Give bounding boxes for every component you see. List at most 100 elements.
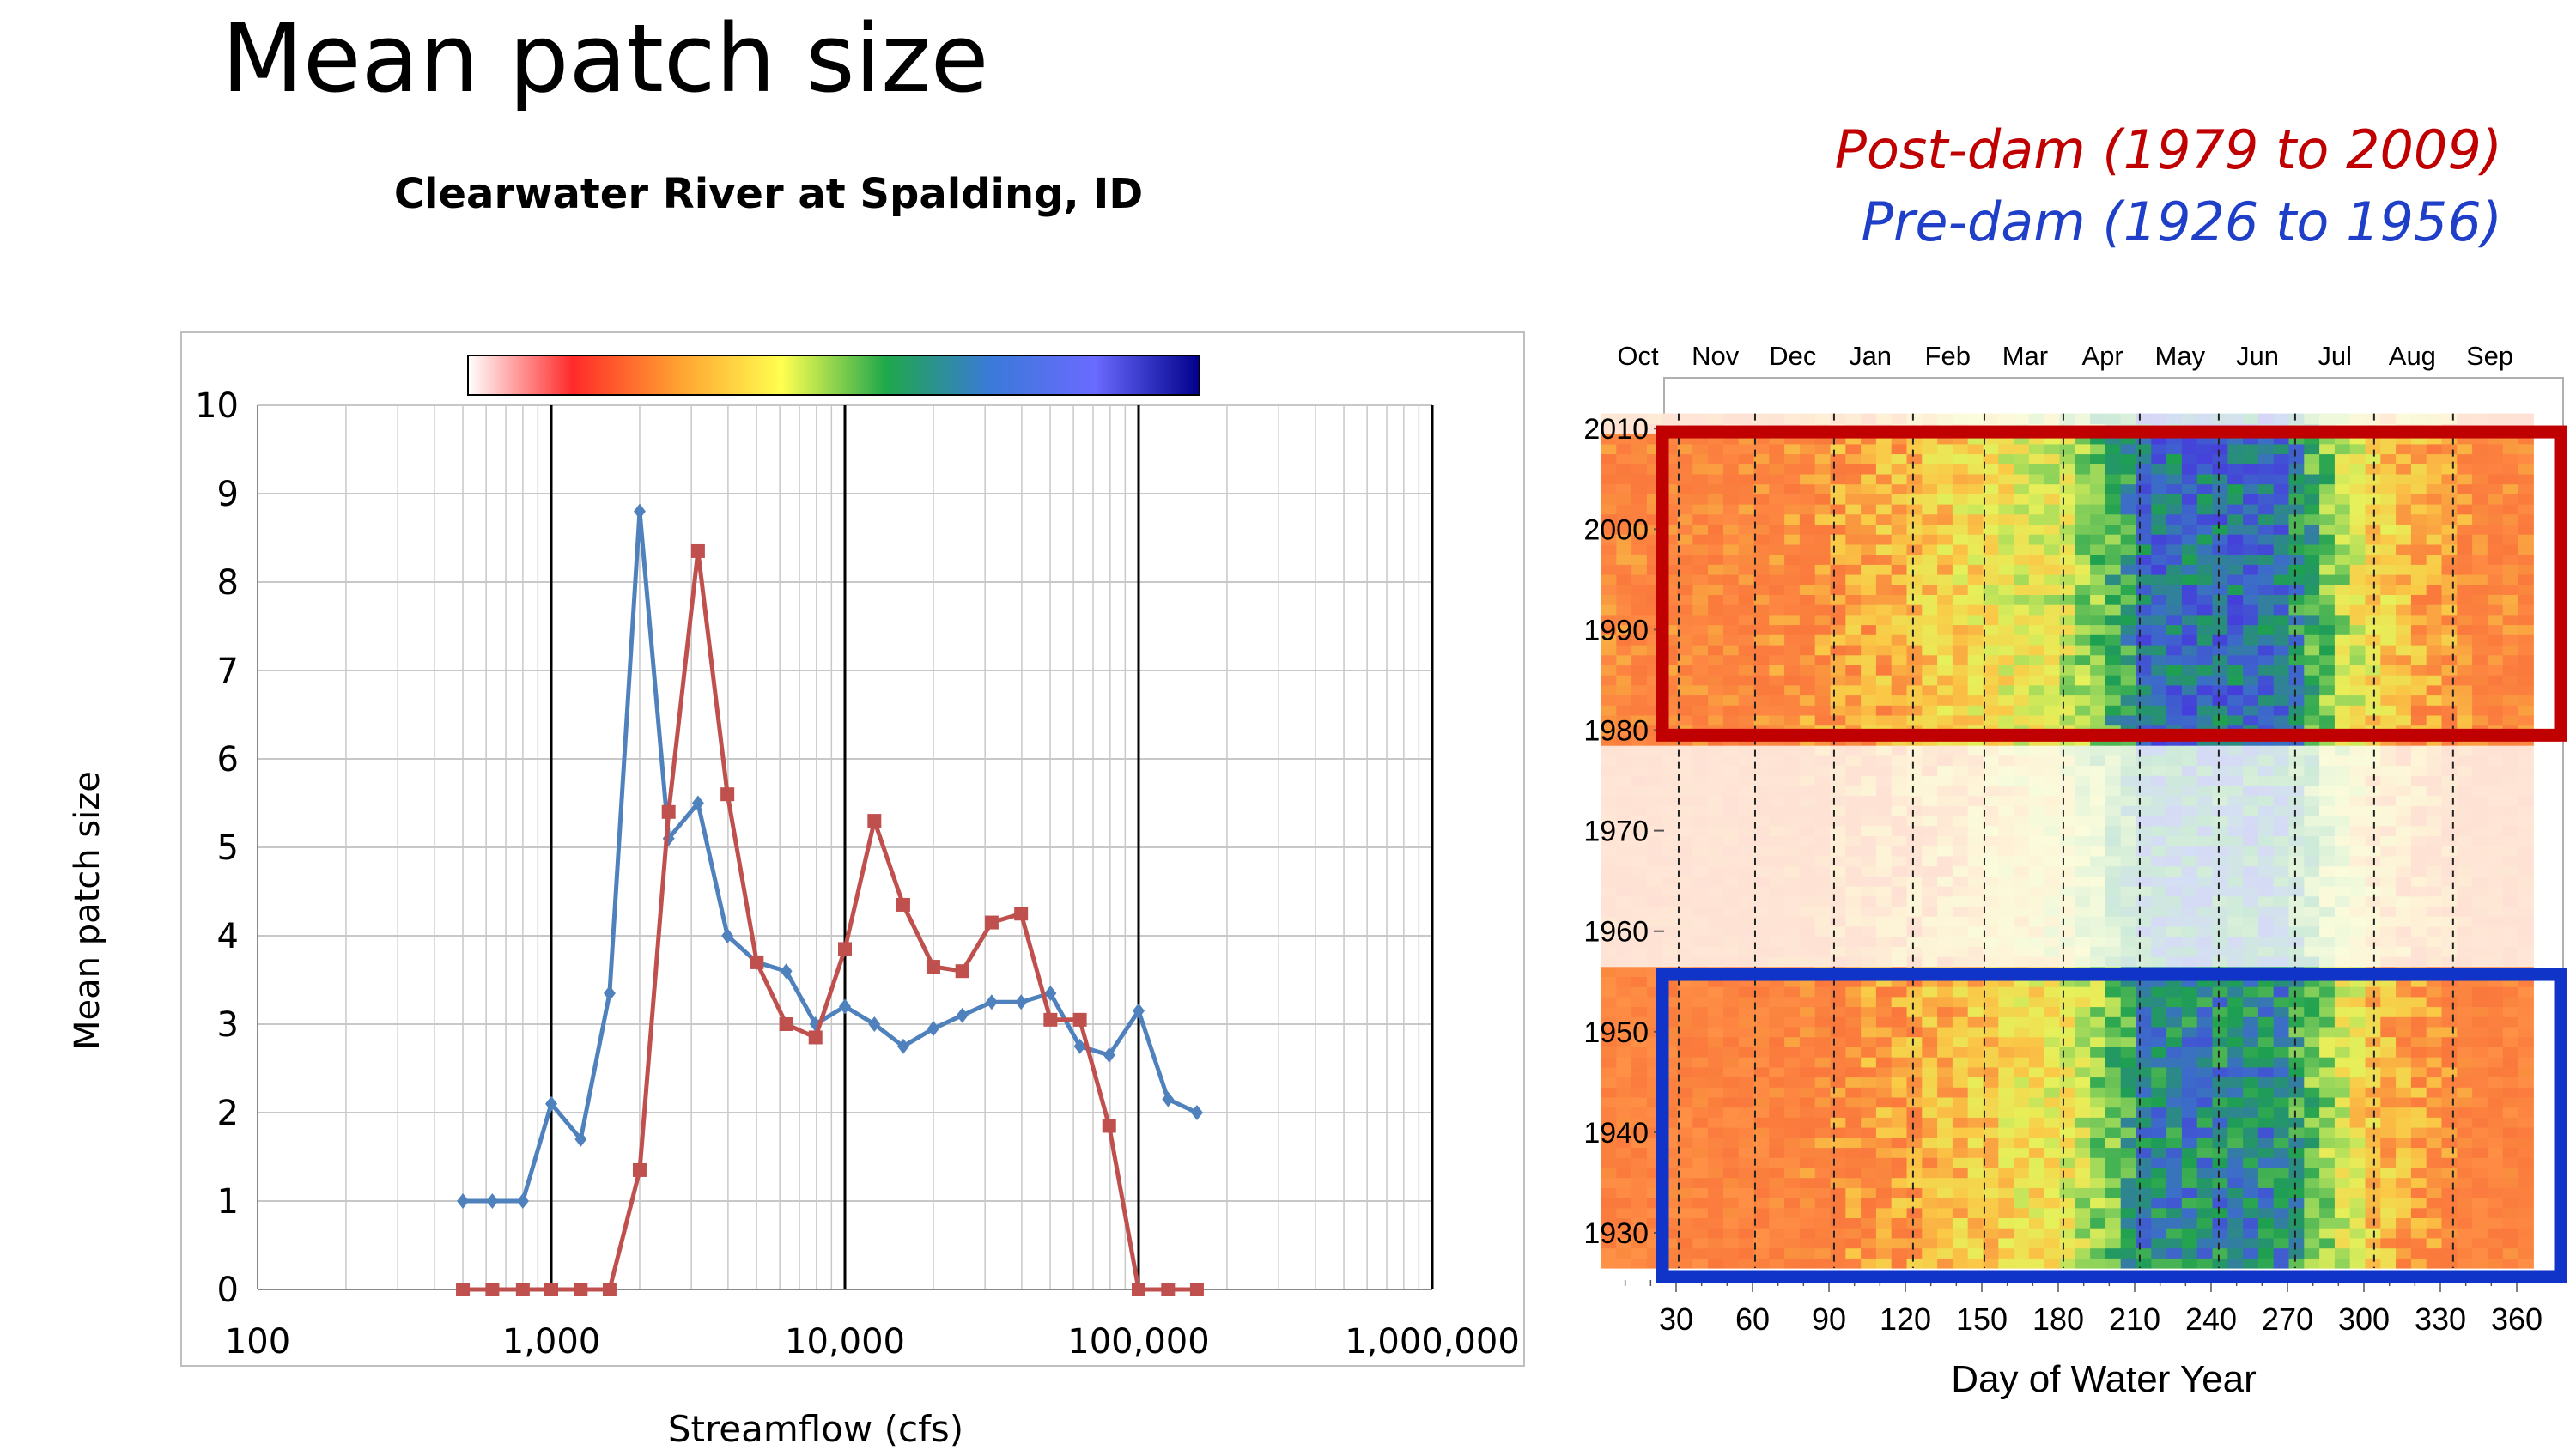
heatmap-cell: [1739, 585, 1754, 595]
heatmap-cell: [2029, 1107, 2044, 1118]
heatmap-cell: [2075, 715, 2090, 725]
heatmap-cell: [1815, 675, 1831, 685]
heatmap-cell: [2121, 664, 2136, 675]
heatmap-cell: [1861, 906, 1876, 916]
heatmap-cell: [1678, 574, 1693, 585]
heatmap-cell: [2014, 514, 2029, 525]
heatmap-cell: [2380, 534, 2396, 544]
heatmap-cell: [1616, 986, 1631, 997]
heatmap-cell: [1845, 896, 1861, 907]
heatmap-cell: [2335, 494, 2350, 504]
heatmap-cell: [2090, 1087, 2105, 1097]
heatmap-cell: [2427, 524, 2442, 534]
heatmap-cell: [2396, 766, 2411, 776]
heatmap-cell: [2029, 524, 2044, 534]
heatmap-cell: [2090, 1168, 2105, 1178]
heatmap-cell: [1907, 1238, 1923, 1248]
heatmap-cell: [2243, 1107, 2258, 1118]
heatmap-cell: [2289, 755, 2305, 766]
heatmap-cell: [1831, 1208, 1846, 1218]
heatmap-cell: [2075, 1187, 2090, 1198]
heatmap-cell: [2366, 685, 2381, 695]
heatmap-cell: [1953, 1198, 1968, 1208]
heatmap-cell: [2197, 826, 2213, 836]
heatmap-cell: [2227, 695, 2243, 706]
heatmap-cell: [1876, 896, 1892, 907]
heatmap-cell: [1692, 585, 1708, 595]
heatmap-cell: [1784, 755, 1800, 766]
heatmap-cell: [1861, 1178, 1876, 1188]
heatmap-cell: [2274, 564, 2289, 574]
heatmap-cell: [1922, 494, 1937, 504]
heatmap-cell: [1708, 946, 1723, 956]
heatmap-cell: [1998, 836, 2014, 846]
heatmap-cell: [2366, 1148, 2381, 1158]
heatmap-cell: [2182, 1097, 2197, 1107]
heatmap-cell: [1845, 826, 1861, 836]
heatmap-cell: [2197, 705, 2213, 715]
heatmap-cell: [1739, 755, 1754, 766]
heatmap-cell: [1876, 1057, 1892, 1067]
heatmap-cell: [1815, 1238, 1831, 1248]
heatmap-cell: [1723, 685, 1739, 695]
heatmap-cell: [2304, 836, 2319, 846]
heatmap-cell: [2380, 645, 2396, 655]
heatmap-cell: [1616, 1067, 1631, 1077]
heatmap-cell: [2396, 1117, 2411, 1127]
heatmap-cell: [2518, 514, 2534, 525]
heatmap-cell: [2166, 534, 2182, 544]
heatmap-cell: [2121, 856, 2136, 866]
heatmap-cell: [2151, 574, 2166, 585]
heatmap-cell: [2503, 816, 2518, 826]
heatmap-cell: [1739, 946, 1754, 956]
heatmap-cell: [2350, 1057, 2366, 1067]
heatmap-cell: [2350, 997, 2366, 1007]
heatmap-cell: [2503, 937, 2518, 947]
heatmap-cell: [2396, 555, 2411, 565]
heatmap-cell: [2335, 796, 2350, 806]
heatmap-cell: [1723, 755, 1739, 766]
heatmap-cell: [1861, 876, 1876, 886]
heatmap-cell: [2227, 1187, 2243, 1198]
heatmap-cell: [2472, 856, 2488, 866]
heatmap-cell: [2472, 886, 2488, 896]
heatmap-cell: [1815, 594, 1831, 604]
heatmap-cell: [1708, 555, 1723, 565]
heatmap-cell: [2427, 1007, 2442, 1017]
heatmap-cell: [1678, 615, 1693, 625]
heatmap-cell: [1784, 464, 1800, 474]
heatmap-cell: [1678, 745, 1693, 755]
heatmap-cell: [1800, 464, 1815, 474]
heatmap-cell: [2243, 544, 2258, 555]
heatmap-cell: [1692, 846, 1708, 856]
heatmap-cell: [1754, 1027, 1770, 1037]
heatmap-cells: [1601, 414, 2534, 1269]
heatmap-cell: [2044, 886, 2060, 896]
heatmap-cell: [2488, 1208, 2503, 1218]
heatmap-cell: [1678, 986, 1693, 997]
heatmap-cell: [2442, 504, 2458, 514]
heatmap-cell: [1754, 585, 1770, 595]
heatmap-cell: [2366, 514, 2381, 525]
heatmap-cell: [2105, 1087, 2121, 1097]
heatmap-cell: [1892, 1248, 1907, 1259]
heatmap-cell: [2029, 484, 2044, 494]
heatmap-cell: [2121, 1148, 2136, 1158]
heatmap-cell: [1739, 1016, 1754, 1027]
heatmap-cell: [1937, 1258, 1953, 1268]
heatmap-cell: [1723, 1258, 1739, 1268]
heatmap-cell: [1892, 775, 1907, 786]
heatmap-cell: [2105, 1077, 2121, 1088]
heatmap-cell: [1861, 1097, 1876, 1107]
heatmap-cell: [2243, 514, 2258, 525]
heatmap-cell: [2411, 484, 2427, 494]
heatmap-cell: [2503, 1047, 2518, 1057]
heatmap-cell: [2335, 956, 2350, 967]
heatmap-cell: [1692, 1087, 1708, 1097]
heatmap-cell: [2075, 1067, 2090, 1077]
heatmap-cell: [1708, 766, 1723, 776]
heatmap-cell: [1708, 1168, 1723, 1178]
heatmap-cell: [2166, 866, 2182, 877]
heatmap-cell: [2029, 926, 2044, 937]
heatmap-cell: [2319, 896, 2335, 907]
